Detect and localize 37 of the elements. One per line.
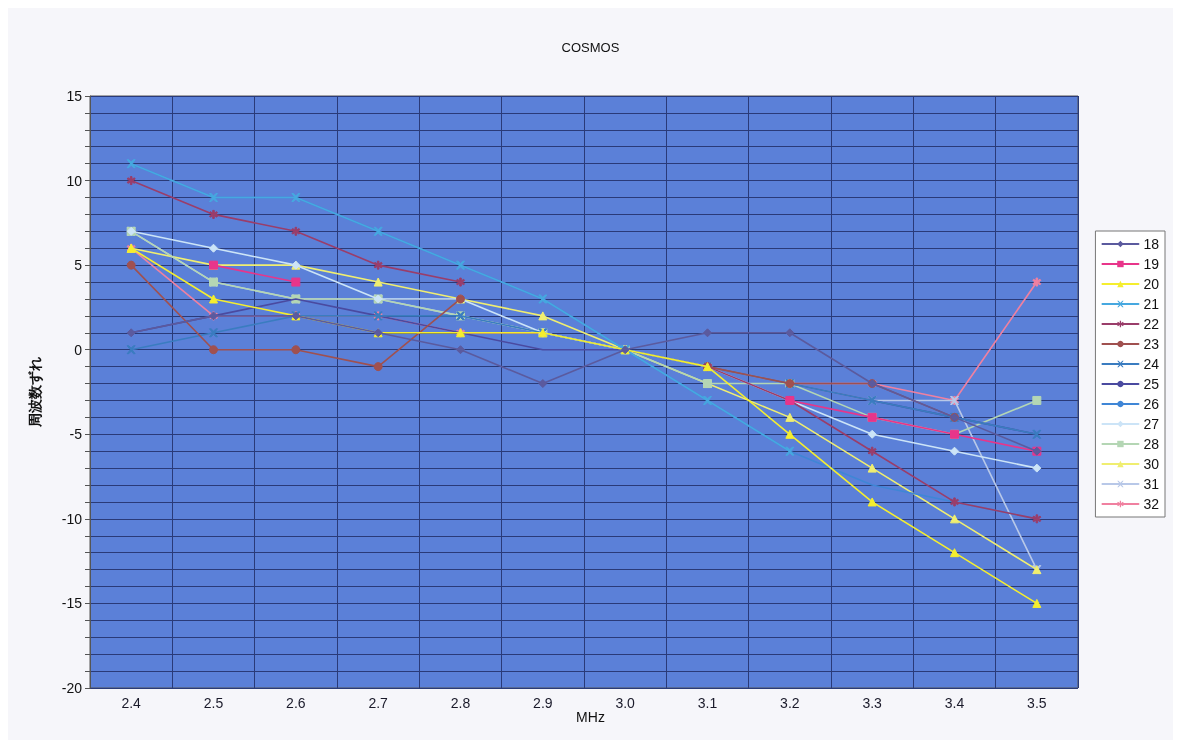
y-tick-label: -20 — [61, 680, 83, 696]
y-tick-label: -15 — [61, 595, 83, 612]
x-tick-label: 3.2 — [780, 695, 800, 711]
legend-label: 23 — [1143, 336, 1160, 352]
y-axis-title: 周波数ずれ — [27, 357, 44, 428]
legend-label: 32 — [1143, 496, 1160, 512]
x-tick-label: 2.7 — [368, 695, 389, 711]
legend-label: 27 — [1143, 416, 1160, 432]
x-tick-label: 2.8 — [450, 695, 471, 711]
x-tick-label: 3.5 — [1027, 695, 1047, 711]
y-tick-label: 5 — [74, 257, 83, 274]
x-tick-label: 3.1 — [697, 695, 718, 711]
legend-label: 22 — [1143, 316, 1160, 332]
legend-label: 26 — [1143, 396, 1160, 412]
x-tick-label: 3.4 — [944, 695, 965, 711]
x-tick-label: 2.5 — [203, 695, 224, 711]
legend-label: 18 — [1143, 236, 1160, 252]
y-tick-label: -10 — [61, 510, 83, 527]
y-tick-label: 0 — [74, 341, 83, 358]
x-tick-label: 2.9 — [533, 695, 553, 711]
legend-label: 30 — [1143, 456, 1160, 472]
legend-label: 20 — [1143, 276, 1160, 292]
x-tick-label: 3.3 — [862, 695, 883, 711]
chart-title: COSMOS — [561, 40, 620, 55]
x-tick-label: 2.6 — [286, 695, 306, 711]
legend-label: 21 — [1143, 296, 1160, 312]
x-tick-label: 3.0 — [615, 695, 636, 711]
legend-label: 28 — [1143, 436, 1160, 452]
y-tick-label: 15 — [66, 88, 83, 104]
legend-label: 24 — [1143, 356, 1160, 372]
x-axis-title: MHz — [576, 709, 605, 725]
y-tick-label: -5 — [69, 426, 83, 443]
y-tick-label: 10 — [66, 172, 83, 189]
legend-label: 25 — [1143, 376, 1160, 392]
legend-label: 31 — [1143, 476, 1160, 492]
x-tick-label: 2.4 — [121, 695, 142, 711]
legend-label: 19 — [1143, 256, 1160, 272]
